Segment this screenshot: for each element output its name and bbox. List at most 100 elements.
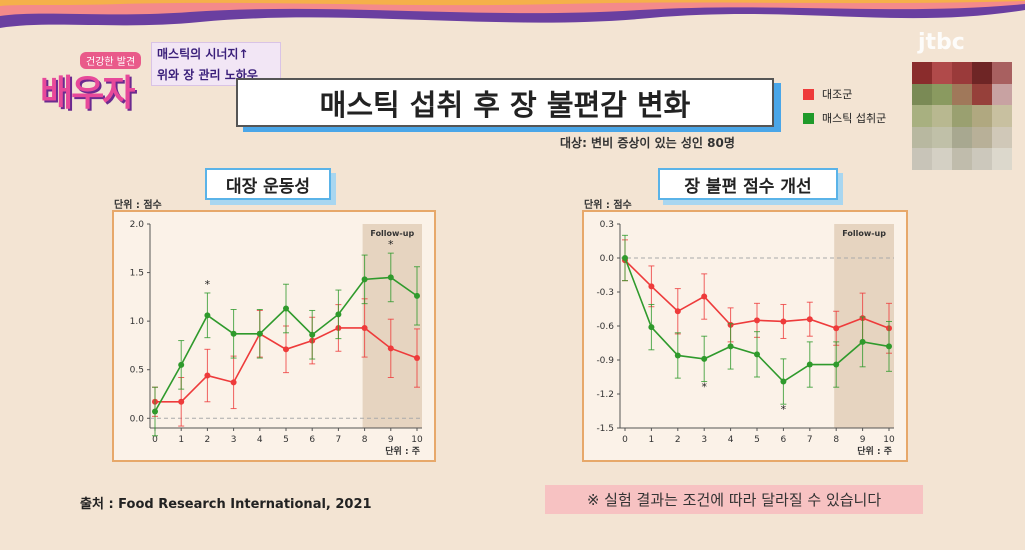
top-wave-band — [0, 0, 1025, 28]
y-tick-label: 0.5 — [130, 366, 144, 376]
mosaic-tile — [992, 83, 1012, 106]
data-point-mastic — [727, 343, 734, 350]
chart-2-discomfort-score: Follow-up 0.3 0.0 -0.3 -0.6 -0.9 -1.2 -1.5 0 1 2 3 4… — [582, 210, 908, 462]
data-point-mastic — [859, 338, 866, 345]
data-point-mastic — [648, 324, 655, 331]
chart-2-ylabel: 단위 : 점수 — [584, 200, 632, 211]
x-tick-label: 8 — [362, 435, 368, 445]
legend-item-mastic: 매스틱 섭취군 — [803, 110, 886, 126]
x-tick-label: 9 — [860, 435, 866, 445]
show-logo: 건강한 발견 배우자 — [18, 26, 146, 114]
mosaic-tile — [972, 62, 992, 84]
x-tick-label: 6 — [309, 435, 315, 445]
y-tick-label: -0.6 — [596, 322, 614, 332]
x-tick-label: 3 — [231, 435, 237, 445]
data-point-control — [648, 283, 655, 290]
y-tick-label: -0.9 — [596, 356, 614, 366]
data-point-control — [674, 308, 681, 315]
significance-marker: * — [781, 403, 787, 416]
mosaic-tile — [912, 83, 932, 106]
data-point-mastic — [414, 292, 420, 299]
study-subject: 대상: 변비 증상이 있는 성인 80명 — [560, 136, 735, 150]
x-tick-label: 7 — [807, 435, 813, 445]
mosaic-tile — [952, 83, 972, 106]
mosaic-tile — [992, 62, 1012, 84]
y-tick-label: -1.2 — [596, 390, 614, 400]
data-point-control — [178, 398, 185, 405]
data-point-mastic — [152, 408, 158, 415]
data-point-mastic — [335, 311, 342, 318]
chart-main-title: 매스틱 섭취 후 장 불편감 변화 — [236, 78, 774, 127]
mosaic-tile — [972, 83, 992, 106]
x-tick-label: 2 — [675, 435, 681, 445]
mosaic-tile — [932, 126, 952, 149]
mosaic-tile — [912, 62, 932, 84]
legend-swatch-mastic — [803, 112, 814, 124]
chart-1-title: 대장 운동성 — [205, 168, 331, 200]
followup-label: Follow-up — [370, 229, 414, 238]
significance-marker: * — [205, 278, 211, 291]
legend-label-control: 대조군 — [822, 88, 853, 101]
y-tick-label: -0.3 — [596, 288, 614, 298]
mosaic-tile — [932, 62, 952, 84]
data-point-mastic — [256, 330, 263, 337]
x-tick-label: 6 — [781, 435, 787, 445]
legend: 대조군 매스틱 섭취군 — [803, 86, 886, 134]
data-point-control — [230, 379, 237, 386]
data-point-mastic — [833, 361, 840, 368]
x-tick-label: 4 — [257, 435, 263, 445]
x-tick-label: 1 — [649, 435, 655, 445]
x-tick-label: 0 — [622, 435, 628, 445]
data-point-mastic — [230, 330, 237, 337]
x-tick-label: 5 — [754, 435, 760, 445]
mosaic-tile — [952, 105, 972, 127]
x-tick-label: 4 — [728, 435, 734, 445]
mosaic-tile — [992, 148, 1012, 170]
x-tick-label: 9 — [388, 435, 394, 445]
legend-item-control: 대조군 — [803, 86, 886, 102]
data-point-mastic — [387, 274, 394, 281]
data-point-control — [754, 317, 760, 324]
x-tick-label: 10 — [883, 435, 895, 445]
chart-1-ylabel: 단위 : 점수 — [114, 200, 162, 211]
x-tick-label: 2 — [205, 435, 211, 445]
data-point-control — [387, 345, 394, 352]
data-point-control — [780, 318, 787, 325]
y-tick-label: 0.0 — [130, 414, 145, 424]
data-point-control — [701, 293, 708, 300]
x-tick-label: 7 — [336, 435, 342, 445]
data-point-control — [283, 346, 289, 353]
data-point-control — [414, 355, 420, 362]
mosaic-tile — [992, 126, 1012, 149]
caption-line-2: 위와 장 관리 노하우 — [157, 68, 258, 82]
data-point-mastic — [309, 331, 316, 338]
x-tick-label: 0 — [152, 435, 158, 445]
data-point-mastic — [780, 378, 787, 385]
x-tick-label: 5 — [283, 435, 289, 445]
logo-main-text: 배우자 — [40, 73, 135, 114]
y-tick-label: 2.0 — [130, 220, 145, 230]
mosaic-tile — [912, 105, 932, 127]
significance-marker: * — [701, 381, 707, 394]
y-tick-label: 1.0 — [130, 317, 145, 327]
mosaic-tile — [972, 126, 992, 149]
y-tick-label: 0.3 — [600, 220, 614, 230]
x-axis-label: 단위 : 주 — [857, 445, 892, 457]
caption-line-1: 매스틱의 시너지↑ — [157, 47, 249, 61]
followup-region — [362, 224, 422, 428]
x-tick-label: 10 — [411, 435, 423, 445]
x-tick-label: 1 — [178, 435, 184, 445]
significance-marker: * — [388, 238, 394, 251]
data-point-control — [361, 324, 368, 331]
x-axis-label: 단위 : 주 — [385, 445, 420, 457]
y-tick-label: -1.5 — [596, 424, 614, 434]
data-point-mastic — [283, 305, 289, 312]
mosaic-tile — [912, 126, 932, 149]
chart-2-title: 장 불편 점수 개선 — [658, 168, 838, 200]
data-point-mastic — [361, 276, 368, 283]
y-tick-label: 1.5 — [130, 269, 144, 279]
data-point-control — [833, 325, 840, 332]
data-point-mastic — [886, 343, 892, 350]
data-point-control — [806, 316, 813, 323]
data-point-mastic — [806, 361, 813, 368]
